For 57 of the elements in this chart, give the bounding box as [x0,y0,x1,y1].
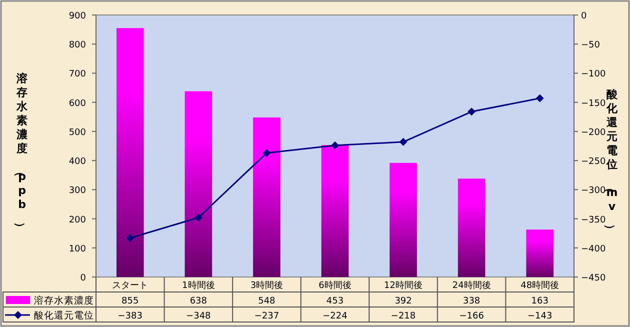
data-label: 453 [326,296,344,306]
point [262,148,271,157]
bar [116,28,144,277]
data-label: 392 [394,296,412,306]
data-label: −224 [322,312,348,322]
x-tick-label: 48時間後 [520,280,560,291]
y-tick-label: 600 [68,98,86,109]
data-label: −383 [118,312,143,322]
y2-tick-label: −400 [581,244,606,254]
y2-tick-label: −100 [581,70,606,80]
y-tick-label: 500 [68,128,86,138]
data-label: −166 [459,312,484,322]
legend-label: 酸化還元電位 [34,310,94,322]
y-tick-label: 300 [68,186,86,196]
data-label: 338 [462,296,480,306]
y2-tick-label: 0 [581,12,587,22]
bar [390,162,417,277]
legend-label: 溶存水素濃度 [34,294,94,306]
bar [458,178,486,277]
y2-tick-label: −350 [581,215,606,226]
data-label: 638 [190,296,208,306]
point [468,108,476,116]
y-tick-label: 700 [68,70,86,80]
data-label: −218 [390,312,416,322]
y-tick-label: 900 [68,12,86,22]
data-label: −348 [186,312,212,322]
point [194,214,202,222]
y-tick-label: 100 [68,244,86,254]
x-tick-label: 24時間後 [452,280,491,291]
y-tick-label: 800 [68,40,86,51]
data-label: 163 [531,296,548,306]
y2-tick-label: −450 [581,274,606,284]
bar [253,117,280,277]
x-tick-label: 1時間後 [182,280,215,291]
bar [321,145,349,277]
y2-tick-label: −300 [581,186,606,196]
point [536,94,544,102]
x-tick-label: 12時間後 [384,280,423,291]
data-label: −237 [254,312,280,322]
bar [526,230,554,277]
y2-tick-label: −50 [581,40,600,51]
y2-tick-label: −150 [581,98,606,109]
x-tick-label: 3時間後 [250,280,284,291]
bar [184,91,212,277]
data-label: −143 [527,312,552,322]
point [126,234,134,242]
y-tick-label: 400 [68,157,86,168]
y2-tick-label: −250 [581,157,606,168]
data-label: 548 [258,296,276,306]
y-tick-label: 200 [68,215,86,226]
x-tick-label: スタート [112,281,148,291]
point [399,138,408,146]
point [331,141,339,150]
y-tick-label: 0 [80,274,86,284]
data-label: 855 [122,296,139,306]
x-tick-label: 6時間後 [318,280,352,291]
y2-tick-label: −200 [581,128,606,138]
